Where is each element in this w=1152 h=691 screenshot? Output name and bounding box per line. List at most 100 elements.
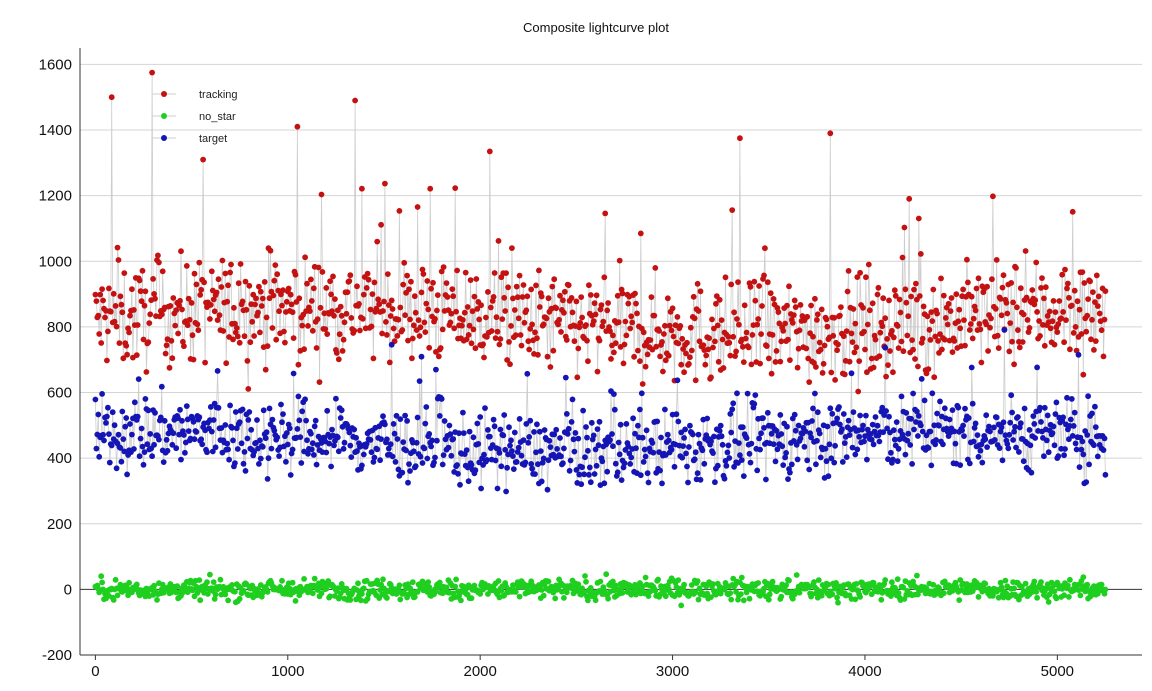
series-points (92, 69, 1109, 609)
point-tracking (1033, 259, 1040, 266)
point-tracking (869, 300, 876, 307)
point-target (251, 449, 257, 455)
point-target (1089, 410, 1095, 417)
point-target (359, 462, 365, 469)
point-target (266, 405, 273, 412)
point-tracking (524, 293, 531, 300)
point-tracking (514, 294, 521, 301)
point-target (1012, 423, 1018, 430)
point-target (207, 404, 214, 410)
point-tracking (400, 281, 407, 288)
point-target (454, 462, 460, 468)
point-target (232, 409, 239, 415)
point-tracking (648, 294, 655, 300)
point-tracking (483, 314, 489, 321)
point-tracking (145, 339, 152, 346)
point-tracking (394, 333, 401, 339)
point-tracking (955, 318, 962, 325)
point-tracking (178, 248, 184, 255)
point-target (876, 438, 883, 445)
point-tracking (1090, 289, 1096, 295)
point-target (650, 449, 657, 456)
point-tracking (889, 327, 895, 334)
point-target (721, 475, 728, 482)
point-tracking (901, 224, 908, 231)
point-tracking (767, 290, 774, 297)
point-target (581, 471, 587, 478)
point-tracking (1064, 285, 1070, 292)
point-target (1020, 458, 1027, 465)
point-no_star (211, 596, 218, 602)
point-tracking (237, 261, 244, 267)
point-tracking (499, 316, 506, 322)
point-tracking (740, 359, 747, 365)
point-target (120, 436, 127, 442)
point-tracking (1041, 295, 1047, 302)
point-target (760, 415, 766, 421)
point-target (520, 437, 527, 444)
point-target (541, 427, 548, 433)
point-target (441, 418, 448, 424)
point-tracking (782, 320, 788, 327)
point-tracking (506, 339, 512, 345)
point-no_star (289, 579, 296, 586)
point-target (788, 461, 795, 468)
point-target (482, 405, 488, 411)
point-tracking (369, 291, 376, 297)
point-tracking (848, 330, 855, 337)
point-target (991, 437, 998, 443)
point-tracking (598, 302, 605, 308)
point-tracking (597, 306, 604, 313)
point-target (334, 434, 341, 441)
point-tracking (931, 374, 938, 381)
point-tracking (223, 360, 230, 367)
point-tracking (909, 337, 915, 343)
point-tracking (900, 348, 907, 355)
point-tracking (440, 264, 447, 270)
point-target (129, 431, 135, 438)
point-target (679, 454, 686, 461)
point-tracking (915, 215, 922, 222)
point-target (785, 476, 791, 482)
point-target (712, 479, 718, 486)
point-tracking (708, 374, 714, 381)
point-target (1073, 446, 1080, 453)
point-tracking (290, 335, 297, 341)
point-tracking (662, 322, 668, 329)
point-tracking (614, 292, 621, 299)
point-target (432, 454, 438, 461)
point-target (524, 370, 531, 377)
point-no_star (363, 577, 370, 584)
point-tracking (461, 309, 468, 316)
point-no_star (279, 577, 285, 584)
point-tracking (902, 286, 909, 293)
point-tracking (1052, 309, 1059, 315)
point-target (490, 416, 497, 423)
point-no_star (914, 572, 920, 579)
point-no_star (895, 590, 902, 596)
point-tracking (929, 318, 936, 324)
point-tracking (417, 324, 424, 331)
point-tracking (453, 308, 459, 315)
point-tracking (196, 259, 203, 266)
point-tracking (156, 259, 162, 266)
point-no_star (112, 576, 119, 583)
point-target (230, 437, 236, 444)
point-tracking (705, 346, 712, 353)
point-target (716, 428, 723, 434)
point-tracking (468, 340, 475, 347)
point-tracking (239, 298, 246, 305)
point-target (1028, 469, 1035, 476)
point-tracking (769, 332, 776, 338)
point-tracking (791, 297, 798, 304)
point-tracking (525, 338, 532, 345)
point-tracking (984, 283, 990, 290)
point-target (510, 453, 516, 459)
point-tracking (948, 295, 955, 301)
point-target (940, 441, 946, 448)
point-tracking (152, 295, 158, 302)
point-tracking (1003, 299, 1010, 306)
point-tracking (249, 318, 256, 325)
point-no_star (1051, 588, 1058, 595)
point-target (295, 393, 302, 400)
